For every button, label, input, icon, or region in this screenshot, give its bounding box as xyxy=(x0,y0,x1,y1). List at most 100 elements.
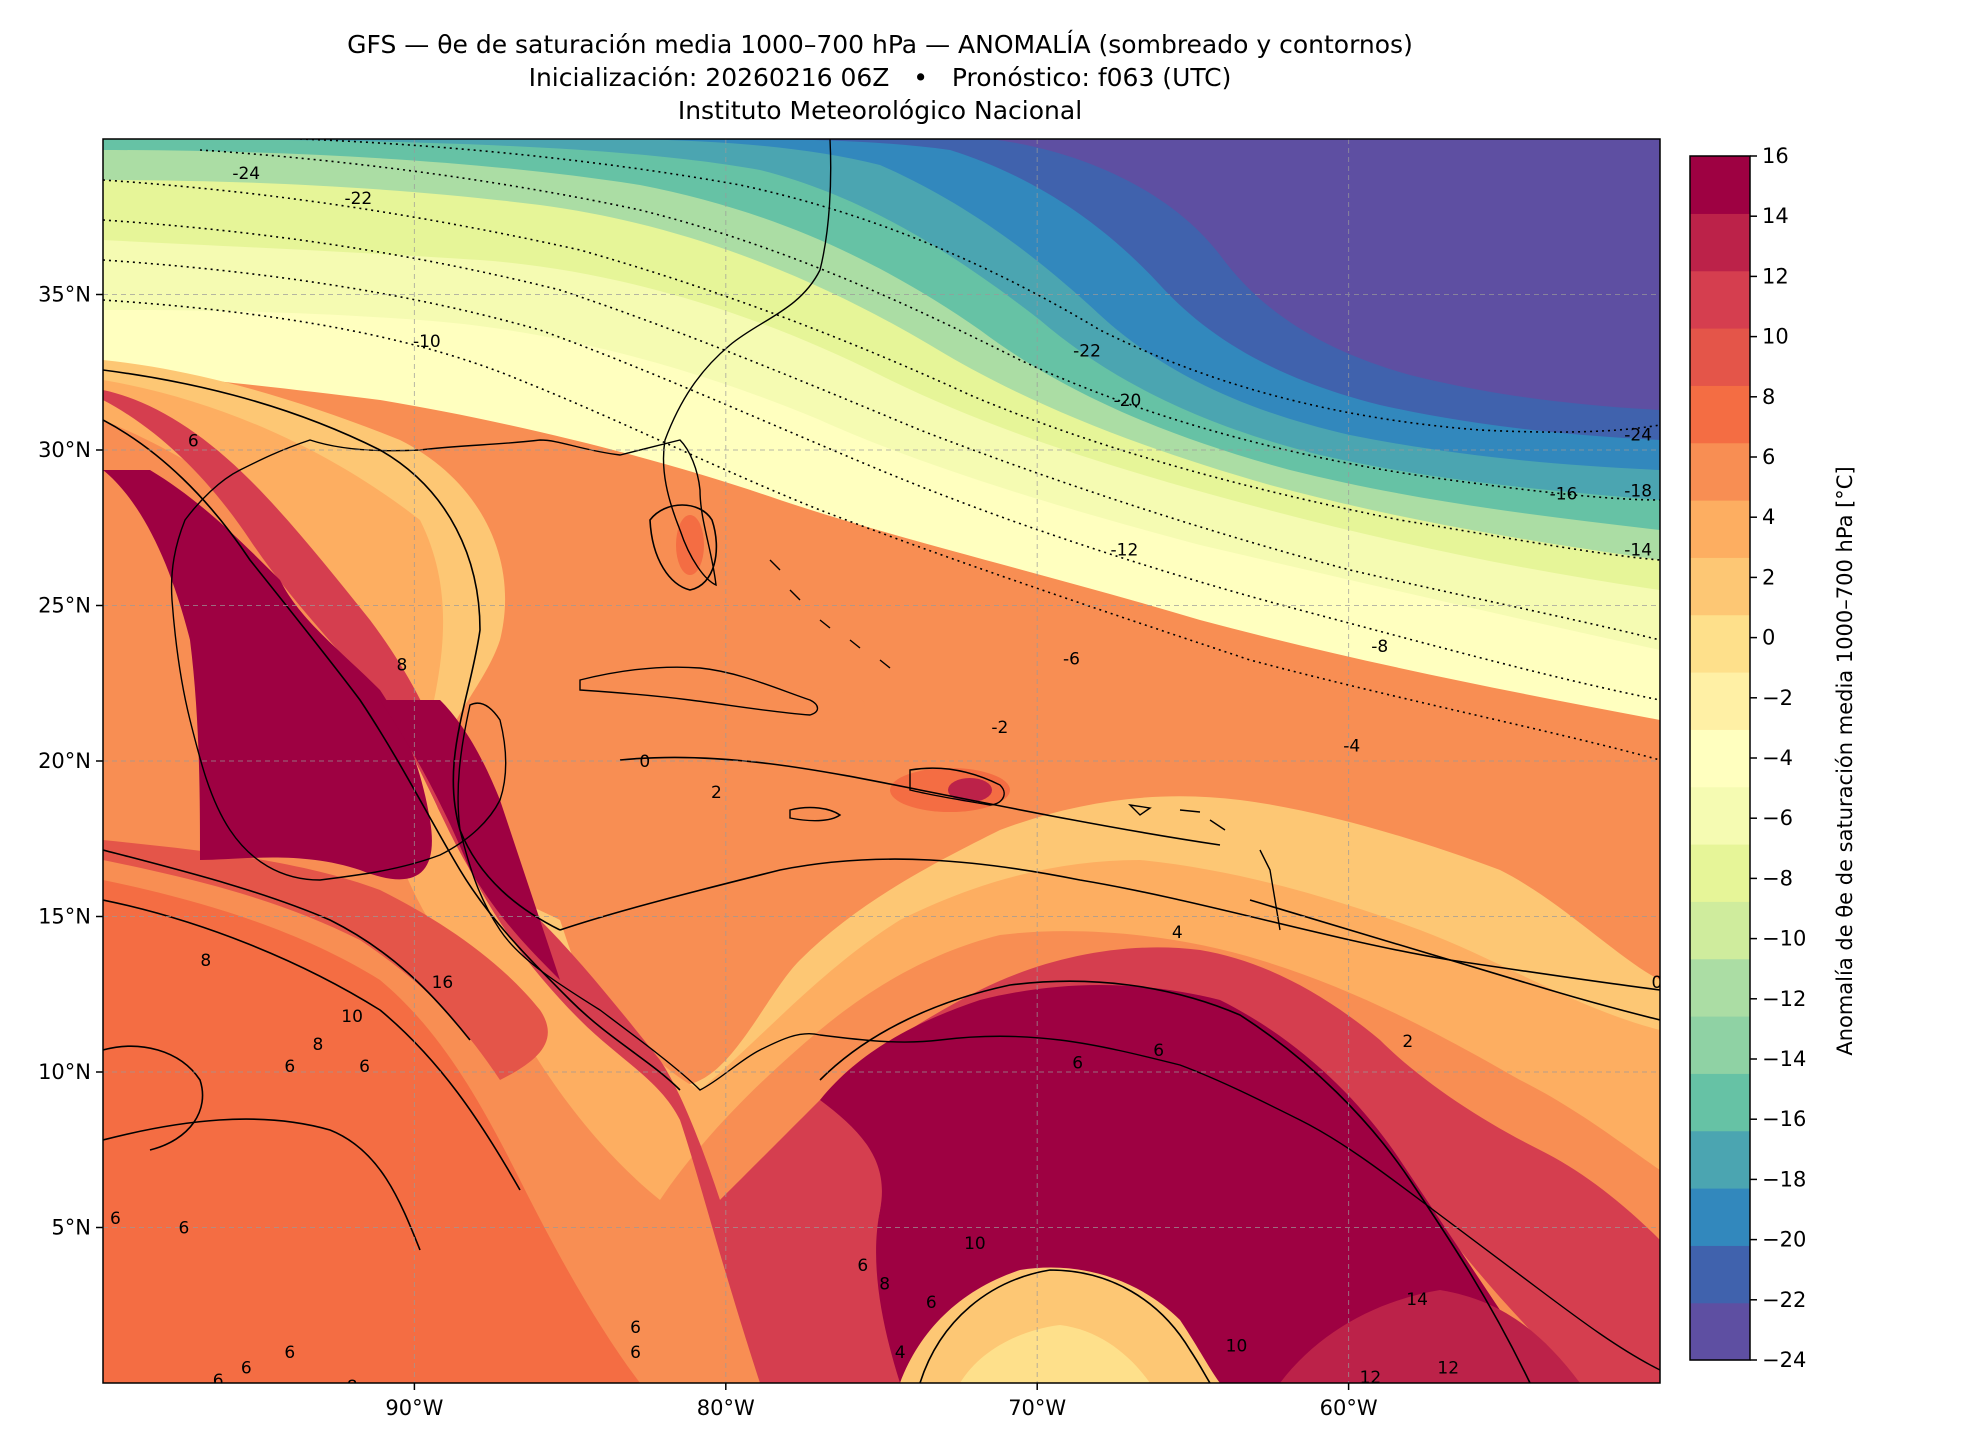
colorbar-tick-label: 4 xyxy=(1762,505,1775,529)
title-block: GFS — θe de saturación media 1000–700 hP… xyxy=(0,28,1760,127)
contour-label: 6 xyxy=(1153,1041,1164,1061)
colorbar-tick-label: −18 xyxy=(1762,1167,1806,1191)
contour-label: 0 xyxy=(1651,973,1662,993)
colorbar-tick-label: 14 xyxy=(1762,204,1789,228)
colorbar-tick-label: −2 xyxy=(1762,686,1793,710)
contour-label: 10 xyxy=(341,1007,363,1027)
contour-label: -8 xyxy=(1371,637,1388,657)
colorbar-tick-label: 16 xyxy=(1762,144,1789,168)
colorbar-tick-label: −14 xyxy=(1762,1047,1806,1071)
map-panel: -24 -22 -10 -22 -20 -24 -16 -18 -12 -14 -8 -6 -2 -4 0 2… xyxy=(103,139,1662,1397)
colorbar-tick-label: −12 xyxy=(1762,987,1806,1011)
contour-label: 6 xyxy=(630,1318,641,1338)
contour-label: 12 xyxy=(1360,1368,1382,1388)
contour-label: 8 xyxy=(200,951,211,971)
contour-label: -24 xyxy=(1624,425,1652,445)
contour-label: 6 xyxy=(284,1343,295,1363)
title-line-3: Instituto Meteorológico Nacional xyxy=(677,96,1083,125)
anomaly-contours xyxy=(103,139,1660,1383)
colorbar-tick-label: −10 xyxy=(1762,927,1806,951)
contour-label: 16 xyxy=(432,973,454,993)
contour-label: -10 xyxy=(413,332,441,352)
lat-tick-label: 35°N xyxy=(38,283,91,307)
contour-labels: -24 -22 -10 -22 -20 -24 -16 -18 -12 -14 -8 -6 -2 -4 0 2… xyxy=(110,164,1662,1397)
contour-label: 6 xyxy=(241,1358,252,1378)
lon-tick-label: 80°W xyxy=(697,1396,755,1420)
contour-label: -2 xyxy=(991,718,1008,738)
contour-label: -6 xyxy=(1063,649,1080,669)
colorbar-segment xyxy=(1690,672,1750,730)
contour-label: 8 xyxy=(347,1377,358,1397)
contour-label: 14 xyxy=(1406,1290,1428,1310)
colorbar-tick-label: 6 xyxy=(1762,445,1775,469)
colorbar-segment xyxy=(1690,844,1750,902)
colorbar-tick-label: −22 xyxy=(1762,1288,1806,1312)
contour-label: 6 xyxy=(179,1219,190,1239)
colorbar-tick-label: −20 xyxy=(1762,1228,1806,1252)
colorbar-segment xyxy=(1690,1073,1750,1132)
lat-axis: 35°N 30°N 25°N 20°N 15°N 10°N 5°N xyxy=(38,283,103,1240)
contour-label: 6 xyxy=(188,432,199,452)
colorbar-segment xyxy=(1690,901,1750,960)
colorbar-segment xyxy=(1690,614,1750,673)
colorbar-tick-label: 0 xyxy=(1762,626,1775,650)
lon-tick-label: 60°W xyxy=(1320,1396,1378,1420)
contour-label: -22 xyxy=(1073,341,1101,361)
contour-label: 6 xyxy=(1072,1054,1083,1074)
colorbar-tick-label: −16 xyxy=(1762,1107,1806,1131)
colorbar-segment xyxy=(1690,213,1750,272)
contour-label: -4 xyxy=(1343,736,1360,756)
colorbar: −24−22−20−18−16−14−12−10−8−6−4−202468101… xyxy=(1689,144,1806,1372)
contour-label: 6 xyxy=(359,1057,370,1077)
colorbar-tick-label: −24 xyxy=(1762,1348,1806,1372)
colorbar-segment xyxy=(1690,958,1750,1017)
colorbar-segment xyxy=(1690,156,1750,214)
contour-label: 6 xyxy=(630,1343,641,1363)
contour-label: -14 xyxy=(1624,541,1652,561)
contour-label: 6 xyxy=(857,1256,868,1276)
colorbar-tick-label: −6 xyxy=(1762,806,1793,830)
colorbar-tick-label: 2 xyxy=(1762,565,1775,589)
contour-label: 8 xyxy=(312,1035,323,1055)
contour-label: 6 xyxy=(110,1209,121,1229)
colorbar-segment xyxy=(1690,1130,1750,1189)
contour-label: 10 xyxy=(1226,1337,1248,1357)
colorbar-segment xyxy=(1690,1245,1750,1304)
lon-tick-label: 70°W xyxy=(1008,1396,1066,1420)
contour-label: 6 xyxy=(213,1371,224,1391)
contour-label: 0 xyxy=(639,752,650,772)
contour-label: -16 xyxy=(1550,485,1578,505)
contour-label: 8 xyxy=(879,1274,890,1294)
colorbar-segment xyxy=(1690,270,1750,329)
colorbar-tick-label: −8 xyxy=(1762,866,1793,890)
contour-label: -24 xyxy=(232,164,260,184)
gridlines xyxy=(103,139,1660,1383)
contour-label: 2 xyxy=(1402,1032,1413,1052)
colorbar-segment xyxy=(1690,442,1750,501)
colorbar-segment xyxy=(1690,557,1750,616)
colorbar-segment xyxy=(1690,786,1750,845)
lon-axis: 90°W 80°W 70°W 60°W xyxy=(385,1383,1378,1420)
contour-label: -20 xyxy=(1114,391,1142,411)
colorbar-label: Anomalía de θe de saturación media 1000–… xyxy=(1833,466,1857,1055)
contour-label: 10 xyxy=(964,1234,986,1254)
title-line-1: GFS — θe de saturación media 1000–700 hP… xyxy=(347,30,1413,59)
lat-tick-label: 20°N xyxy=(38,749,91,773)
contour-label: 6 xyxy=(284,1057,295,1077)
lat-tick-label: 30°N xyxy=(38,438,91,462)
lat-tick-label: 10°N xyxy=(38,1060,91,1084)
coastlines xyxy=(170,139,1660,1371)
lat-tick-label: 5°N xyxy=(51,1216,91,1240)
colorbar-tick-label: −4 xyxy=(1762,746,1793,770)
contour-label: 6 xyxy=(926,1293,937,1313)
contour-label: 2 xyxy=(711,783,722,803)
lon-tick-label: 90°W xyxy=(385,1396,443,1420)
contour-label: 4 xyxy=(1172,923,1183,943)
colorbar-tick-label: 8 xyxy=(1762,385,1775,409)
colorbar-segment xyxy=(1690,385,1750,444)
colorbar-segment xyxy=(1690,1016,1750,1074)
contour-label: 8 xyxy=(397,656,408,676)
colorbar-segment xyxy=(1690,729,1750,788)
colorbar-segment xyxy=(1690,328,1750,386)
